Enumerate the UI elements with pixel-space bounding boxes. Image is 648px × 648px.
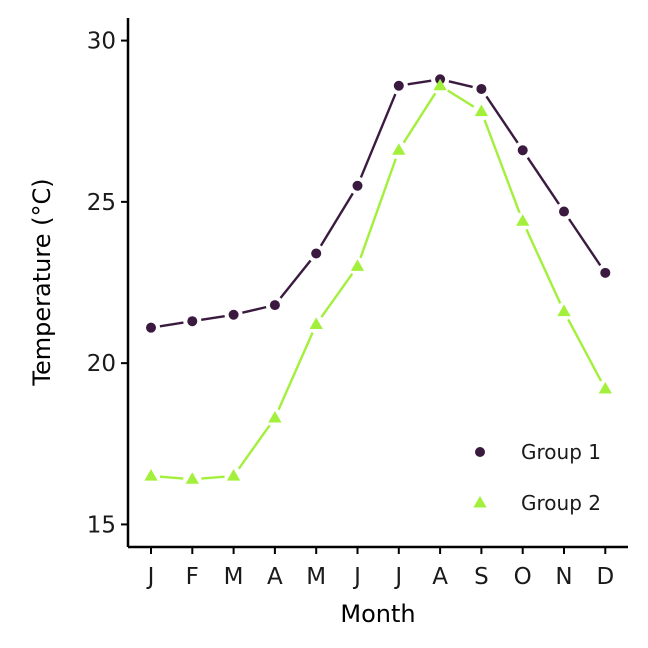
x-tick-label: O (514, 564, 532, 590)
data-point-circle (352, 180, 363, 191)
x-tick-label: D (596, 564, 614, 590)
x-tick-label: S (474, 564, 489, 590)
series-line-segment (201, 475, 225, 480)
series-line-segment (359, 93, 397, 178)
data-point-triangle (392, 143, 406, 155)
x-tick-label: M (306, 564, 326, 590)
series-line-segment (159, 475, 184, 480)
series-line-segment (407, 79, 432, 86)
series-group-1 (146, 74, 611, 333)
data-point-circle (269, 300, 280, 311)
series-line-segment (567, 318, 603, 382)
series-line-segment (159, 321, 184, 328)
series-group-2 (144, 78, 612, 484)
series-line-segment (277, 332, 314, 411)
x-tick-label: J (393, 564, 402, 590)
plot-area (144, 74, 612, 484)
data-point-triangle (350, 259, 365, 271)
series-line-segment (483, 119, 521, 214)
series-line-segment (201, 314, 225, 322)
data-point-circle (228, 309, 239, 320)
x-axis-title: Month (340, 600, 415, 628)
y-tick-label: 25 (87, 190, 116, 216)
series-line-segment (359, 158, 397, 259)
data-point-triangle (268, 410, 282, 423)
series-line-segment (237, 424, 271, 470)
x-tick-label: A (267, 564, 283, 590)
series-line-segment (485, 95, 519, 144)
series-line-segment (525, 228, 562, 304)
data-point-circle (393, 80, 404, 91)
data-point-triangle (516, 214, 530, 226)
y-tick-label: 20 (87, 351, 116, 377)
data-point-triangle (598, 381, 612, 394)
y-axis-title: Temperature (°C) (28, 178, 56, 386)
data-point-triangle (226, 469, 241, 481)
series-line-segment (402, 92, 437, 144)
series-line-segment (319, 192, 354, 247)
x-tick-label: J (352, 564, 361, 590)
data-point-triangle (185, 472, 199, 484)
data-point-triangle (557, 304, 571, 317)
data-point-circle (146, 322, 156, 333)
data-point-circle (600, 267, 611, 278)
x-tick-label: J (146, 564, 155, 590)
x-tick-label: N (555, 564, 572, 590)
series-line-segment (526, 157, 560, 205)
x-tick-label: A (432, 564, 448, 590)
legend-label: Group 2 (521, 491, 601, 515)
legend-key-triangle (473, 496, 487, 508)
series-line-segment (447, 89, 475, 108)
data-point-circle (311, 248, 322, 259)
legend-key-circle (475, 447, 485, 457)
x-tick-label: M (224, 564, 244, 590)
data-point-triangle (144, 469, 158, 481)
y-tick-label: 30 (87, 29, 116, 55)
series-line-segment (568, 218, 602, 267)
data-point-triangle (433, 78, 447, 91)
legend-label: Group 1 (521, 440, 601, 464)
data-point-circle (517, 145, 528, 156)
x-tick-label: F (186, 564, 199, 590)
y-tick-label: 15 (87, 512, 116, 538)
series-line-segment (279, 259, 312, 299)
series-line-segment (448, 80, 473, 89)
data-point-circle (559, 206, 569, 217)
data-point-circle (476, 83, 487, 94)
y-axis: 15 20 25 30 (87, 18, 130, 547)
legend: Group 1 Group 2 (473, 440, 601, 515)
data-point-triangle (309, 317, 323, 329)
series-line-segment (320, 273, 354, 318)
data-point-triangle (474, 104, 489, 117)
data-point-circle (187, 316, 198, 327)
series-line-segment (242, 305, 267, 314)
